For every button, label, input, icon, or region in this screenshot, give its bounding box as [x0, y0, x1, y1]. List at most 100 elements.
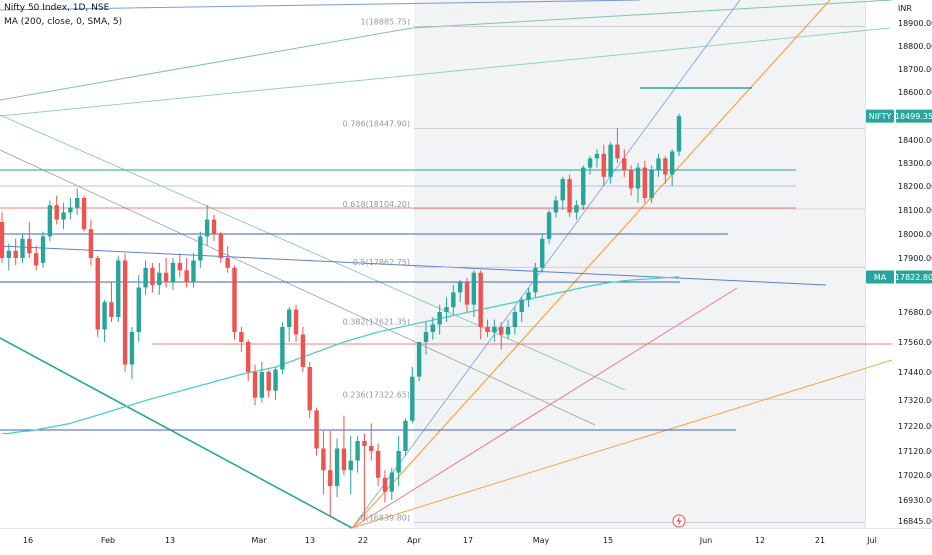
- x-tick-12: 21: [815, 536, 825, 545]
- price-tags: NIFTY 18499.35 MA 17822.80: [866, 109, 932, 284]
- candle-49: [334, 438, 340, 498]
- fib-label-0: 1(18885.75): [360, 17, 410, 26]
- trend-line-3: [0, 27, 891, 117]
- y-tick-10: 17680.00: [898, 308, 932, 317]
- candle-37: [252, 364, 258, 406]
- candle-78: [533, 262, 538, 298]
- candle-88: [601, 144, 606, 186]
- flash-event-icon[interactable]: [672, 514, 686, 528]
- y-tick-15: 17120.00: [898, 447, 932, 456]
- candle-94: [642, 160, 648, 203]
- candle-19: [129, 327, 135, 379]
- y-tick-0: 18900.00: [898, 19, 932, 28]
- x-tick-5: 22: [358, 536, 368, 545]
- candle-26: [177, 253, 182, 278]
- candle-45: [307, 362, 312, 419]
- ma-price-tag: MA 17822.80: [866, 270, 932, 284]
- candle-12: [81, 195, 87, 232]
- y-tick-14: 17220.00: [898, 422, 932, 431]
- candle-71: [485, 319, 490, 337]
- x-tick-1: Feb: [101, 536, 115, 545]
- candle-73: [499, 322, 504, 350]
- candle-39: [266, 369, 271, 398]
- candle-61: [416, 342, 422, 382]
- candle-3: [20, 234, 25, 263]
- candle-99: [676, 113, 682, 157]
- candle-16: [109, 282, 114, 322]
- x-tick-8: May: [533, 536, 550, 545]
- candle-20: [136, 275, 141, 342]
- candle-4: [27, 222, 32, 258]
- candle-83: [567, 174, 572, 218]
- candle-85: [581, 165, 586, 210]
- fib-label-4: 0.382(17621.35): [343, 318, 410, 327]
- y-tick-12: 17440.00: [898, 368, 932, 377]
- candle-18: [122, 253, 128, 372]
- y-tick-16: 17020.00: [898, 471, 932, 480]
- trend-line-4: [0, 149, 596, 426]
- candle-46: [314, 407, 319, 456]
- nifty-tag-label: NIFTY: [869, 112, 892, 121]
- candle-72: [492, 319, 497, 342]
- candle-36: [245, 339, 251, 382]
- y-tick-17: 16930.00: [898, 496, 932, 505]
- ma-line: [2, 276, 680, 435]
- candle-42: [287, 307, 292, 342]
- y-tick-7: 18100.00: [898, 206, 932, 215]
- candle-75: [512, 307, 518, 335]
- trend-line-0: [0, 0, 641, 11]
- trend-line-10: [351, 287, 738, 529]
- y-axis: INR 18900.00 18800.00 18700.00 18600.00 18400…: [898, 4, 932, 526]
- candle-81: [553, 195, 559, 218]
- candle-2: [13, 238, 18, 266]
- candle-67: [457, 280, 463, 303]
- y-tick-9: 17900.00: [898, 254, 932, 263]
- candle-5: [33, 246, 39, 271]
- currency-label: INR: [898, 4, 912, 13]
- x-tick-4: 13: [305, 536, 315, 545]
- indicator-legend[interactable]: MA (200, close, 0, SMA, 5): [4, 17, 123, 27]
- candle-33: [225, 246, 230, 273]
- candle-79: [540, 234, 545, 273]
- candle-30: [204, 205, 210, 246]
- nifty-tag-value: 18499.35: [895, 112, 932, 121]
- symbol-legend[interactable]: Nifty 50 Index, 1D, NSE: [4, 3, 110, 13]
- fib-label-3: 0.5(17862.75): [353, 258, 410, 267]
- fib-label-2: 0.618(18104.20): [343, 200, 410, 209]
- x-tick-10: Jun: [699, 536, 713, 545]
- candle-69: [471, 270, 477, 317]
- candle-82: [560, 176, 565, 210]
- moving-average: [2, 276, 680, 435]
- candle-57: [389, 467, 394, 500]
- x-tick-6: Apr: [407, 536, 422, 545]
- candle-31: [211, 214, 217, 242]
- trend-line-9: [351, 359, 893, 529]
- y-tick-3: 18600.00: [898, 88, 932, 97]
- fib-label-6: 0(16839.80): [360, 513, 410, 522]
- fib-label-5: 0.236(17322.65): [343, 390, 410, 399]
- candle-11: [75, 188, 80, 215]
- candle-25: [170, 258, 176, 290]
- y-tick-5: 18300.00: [898, 159, 932, 168]
- candle-38: [259, 362, 265, 403]
- candle-98: [669, 149, 675, 186]
- candle-62: [423, 322, 429, 355]
- candle-66: [451, 285, 456, 315]
- x-tick-0: 16: [23, 536, 33, 545]
- candle-91: [622, 149, 627, 177]
- trend-line-2: [411, 0, 893, 29]
- candle-68: [464, 277, 470, 312]
- candle-97: [663, 156, 668, 184]
- x-tick-13: Jul: [866, 536, 877, 545]
- candle-51: [348, 436, 353, 495]
- candles: [0, 113, 682, 520]
- y-tick-11: 17560.00: [898, 338, 932, 347]
- candle-34: [232, 265, 237, 340]
- candle-90: [615, 128, 620, 163]
- candle-21: [143, 260, 148, 295]
- candle-63: [430, 317, 436, 340]
- x-tick-2: 13: [165, 536, 175, 545]
- candle-93: [635, 163, 641, 203]
